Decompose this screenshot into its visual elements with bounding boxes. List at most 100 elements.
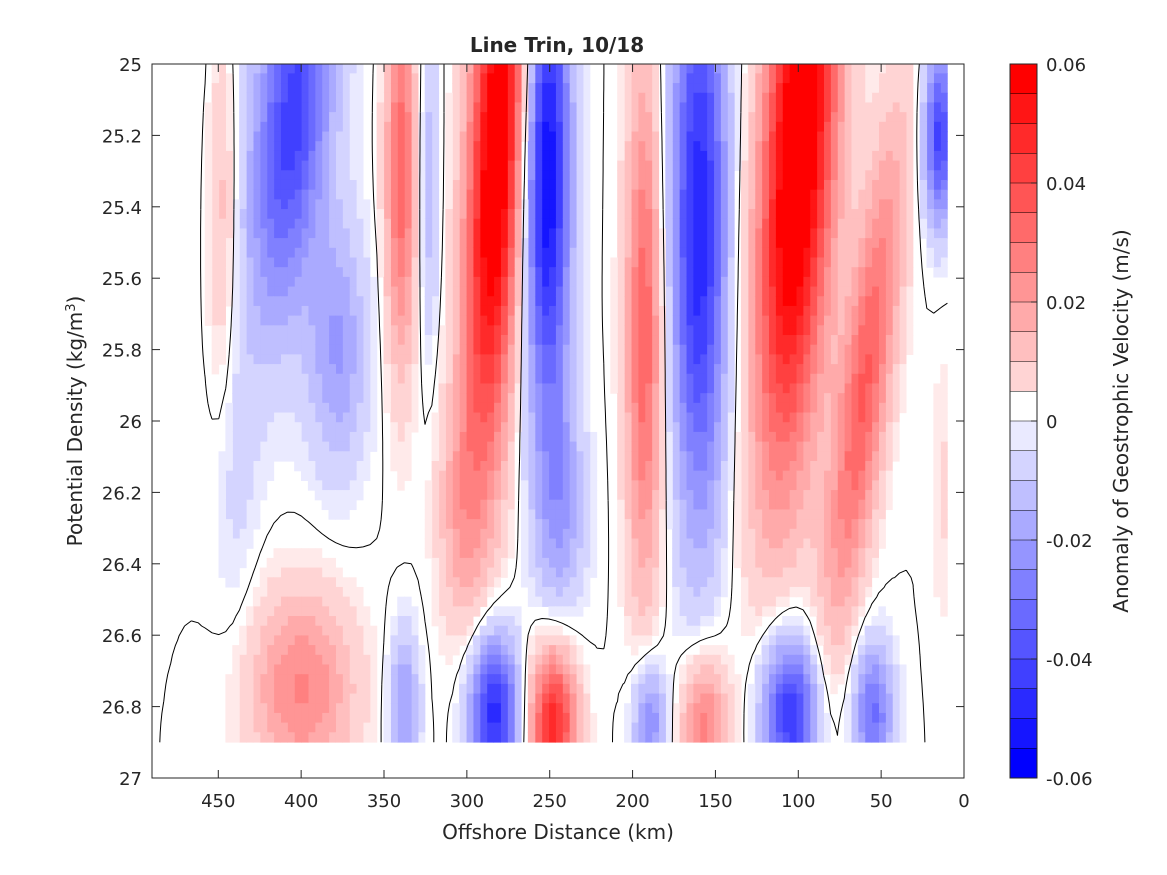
contour-cell <box>940 160 948 171</box>
contour-cell <box>844 150 852 162</box>
contour-cell <box>892 73 900 84</box>
contour-cell <box>658 228 666 239</box>
contour-cell <box>562 209 570 220</box>
contour-cell <box>472 247 481 259</box>
contour-cell <box>246 354 254 365</box>
contour-cell <box>362 460 371 472</box>
contour-cell <box>252 460 261 472</box>
contour-cell <box>369 344 378 355</box>
contour-cell <box>706 470 715 481</box>
contour-cell <box>699 160 708 171</box>
contour-cell <box>246 189 254 200</box>
contour-cell <box>940 92 948 104</box>
contour-cell <box>713 422 721 433</box>
contour-cell <box>335 228 343 239</box>
contour-cell <box>795 92 804 104</box>
contour-cell <box>479 586 488 598</box>
contour-cell <box>679 102 687 113</box>
contour-cell <box>356 451 364 462</box>
contour-cell <box>232 228 240 239</box>
contour-cell <box>885 189 893 200</box>
contour-cell <box>802 141 811 152</box>
contour-cell <box>878 402 886 414</box>
contour-cell <box>287 257 295 268</box>
contour-cell <box>782 373 790 385</box>
contour-cell <box>795 490 804 501</box>
contour-cell <box>617 402 625 414</box>
contour-cell <box>534 480 543 491</box>
contour-cell <box>404 470 412 481</box>
contour-cell <box>266 344 275 355</box>
contour-cell <box>885 383 893 394</box>
contour-cell <box>582 325 591 336</box>
contour-cell <box>679 383 687 394</box>
contour-cell <box>933 519 941 530</box>
contour-cell <box>541 131 550 142</box>
contour-cell <box>823 141 831 152</box>
contour-cell <box>837 490 845 501</box>
contour-cell <box>273 325 281 336</box>
contour-cell <box>740 305 749 317</box>
contour-cell <box>465 218 474 230</box>
contour-cell <box>259 228 268 239</box>
contour-cell <box>575 412 584 423</box>
contour-cell <box>541 499 550 511</box>
contour-cell <box>218 538 227 549</box>
contour-cell <box>802 83 811 94</box>
contour-cell <box>273 441 281 452</box>
contour-cell <box>823 218 831 230</box>
contour-cell <box>885 83 893 94</box>
contour-cell <box>672 344 680 355</box>
contour-cell <box>335 141 343 152</box>
contour-cell <box>534 92 543 104</box>
contour-cell <box>727 228 735 239</box>
contour-cell <box>795 422 804 433</box>
contour-cell <box>864 354 873 365</box>
contour-cell <box>919 160 928 171</box>
contour-cell <box>692 170 701 181</box>
contour-cell <box>617 451 625 462</box>
contour-cell <box>617 441 625 452</box>
contour-cell <box>548 209 556 220</box>
contour-cell <box>885 325 893 336</box>
contour-cell <box>569 121 577 133</box>
contour-cell <box>637 267 646 278</box>
contour-cell <box>479 335 488 346</box>
contour-cell <box>692 141 701 152</box>
contour-cell <box>507 63 515 74</box>
contour-cell <box>789 218 797 230</box>
contour-cell <box>885 460 893 472</box>
contour-cell <box>356 150 364 162</box>
contour-cell <box>692 63 701 74</box>
contour-cell <box>692 490 701 501</box>
contour-cell <box>651 63 660 74</box>
contour-cell <box>582 63 591 74</box>
contour-cell <box>699 150 708 162</box>
contour-cell <box>830 364 838 375</box>
contour-cell <box>225 490 233 501</box>
contour-cell <box>335 577 343 588</box>
contour-cell <box>479 199 488 210</box>
contour-cell <box>809 276 818 288</box>
contour-cell <box>734 538 742 549</box>
contour-cell <box>665 422 673 433</box>
contour-cell <box>459 296 467 307</box>
contour-cell <box>218 83 227 94</box>
contour-cell <box>672 460 680 472</box>
contour-cell <box>713 238 721 249</box>
contour-cell <box>500 189 508 200</box>
contour-cell <box>905 335 914 346</box>
contour-cell <box>534 373 543 385</box>
contour-cell <box>809 480 818 491</box>
contour-cell <box>280 267 288 278</box>
contour-cell <box>754 460 763 472</box>
contour-cell <box>878 325 886 336</box>
contour-cell <box>239 141 247 152</box>
contour-cell <box>328 160 336 171</box>
contour-cell <box>837 344 845 355</box>
contour-cell <box>486 112 495 123</box>
contour-cell <box>459 92 467 104</box>
contour-cell <box>472 276 481 288</box>
contour-cell <box>658 354 666 365</box>
contour-cell <box>527 131 536 142</box>
